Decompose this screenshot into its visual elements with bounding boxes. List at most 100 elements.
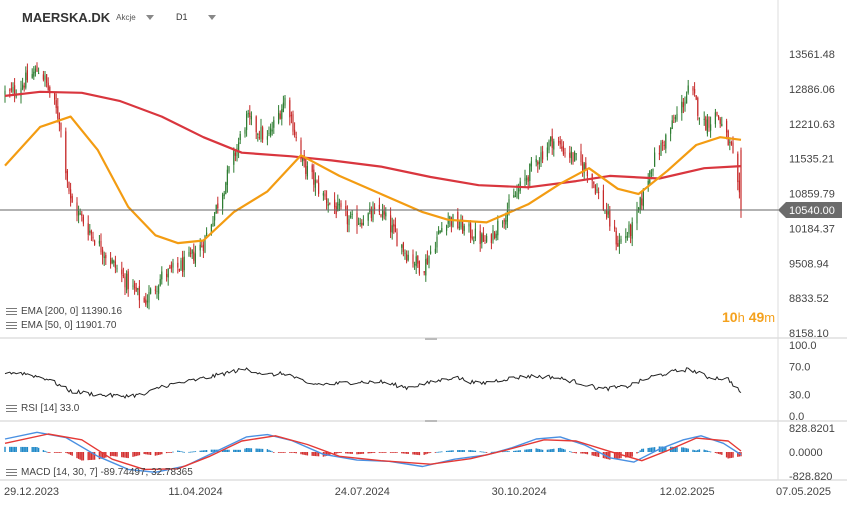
candle-body — [89, 230, 91, 233]
candle-body — [145, 299, 147, 305]
rsi-tick-label: 70.0 — [789, 361, 810, 373]
symbol-label[interactable]: MAERSKA.DK — [22, 9, 111, 25]
candle-body — [538, 161, 540, 165]
candle-body — [154, 289, 156, 291]
macd-histogram-bar — [698, 449, 701, 452]
date-tick-label: 11.04.2024 — [168, 486, 222, 498]
candle-body — [159, 278, 161, 286]
timeframe-dropdown-icon[interactable] — [207, 14, 216, 20]
macd-histogram-bar — [625, 452, 627, 458]
macd-histogram-bar — [281, 452, 283, 453]
macd-histogram-bar — [26, 446, 29, 453]
macd-histogram-bar — [719, 452, 721, 455]
macd-histogram-bar — [671, 446, 673, 452]
macd-histogram-bar — [15, 446, 17, 452]
indicator-menu-icon[interactable] — [6, 307, 17, 316]
macd-histogram-bar — [362, 452, 365, 454]
macd-histogram-bar — [540, 449, 542, 452]
macd-histogram-bar — [527, 449, 529, 452]
candle-body — [518, 189, 520, 192]
macd-histogram-bar — [452, 450, 454, 452]
macd-histogram-bar — [292, 452, 294, 453]
candle-body — [684, 101, 686, 106]
macd-histogram-bar — [177, 450, 179, 452]
macd-histogram-bar — [79, 452, 81, 460]
candle-body — [22, 84, 24, 89]
candle-body — [380, 214, 382, 217]
candle-body — [628, 224, 630, 235]
macd-histogram-bar — [461, 450, 464, 452]
candle-body — [14, 85, 16, 96]
candle-body — [188, 251, 190, 256]
candle-body — [441, 228, 443, 233]
macd-histogram-bar — [703, 449, 705, 452]
rsi-legend[interactable]: RSI [14] 33.0 — [6, 403, 79, 414]
macd-signal-line — [4, 433, 742, 471]
macd-histogram-bar — [226, 449, 229, 452]
indicator-menu-icon[interactable] — [6, 468, 17, 477]
macd-histogram-bar — [92, 452, 94, 460]
candle-body — [553, 141, 555, 150]
macd-histogram-bar — [213, 449, 216, 452]
countdown-hours: 10 — [722, 309, 738, 325]
symbol-dropdown-icon[interactable] — [145, 14, 154, 20]
macd-histogram-bar — [305, 452, 307, 456]
candle-body — [193, 251, 195, 261]
macd-histogram-bar — [569, 451, 571, 452]
macd-histogram-bar — [457, 450, 459, 452]
macd-histogram-bar — [212, 449, 214, 452]
macd-histogram-bar — [572, 452, 574, 453]
candle-body — [505, 220, 507, 225]
macd-histogram-bar — [138, 452, 141, 456]
macd-tick-label: 0.0000 — [789, 447, 823, 459]
candle-body — [537, 161, 539, 165]
candle-body — [396, 232, 398, 247]
price-tick-label: 9508.94 — [789, 258, 829, 270]
candle-body — [562, 145, 564, 155]
macd-histogram-bar — [524, 449, 526, 452]
macd-histogram-bar — [49, 452, 51, 453]
macd-histogram-bar — [13, 446, 16, 452]
macd-histogram-bar — [349, 452, 352, 454]
candle-body — [737, 153, 739, 183]
countdown-minutes-unit: m — [764, 310, 776, 325]
candle-body — [574, 152, 576, 162]
macd-histogram-bar — [485, 452, 488, 453]
macd-histogram-bar — [548, 449, 550, 452]
candle-body — [694, 89, 696, 94]
macd-histogram-bar — [359, 452, 361, 455]
macd-histogram-bar — [546, 449, 549, 452]
macd-histogram-bar — [289, 452, 291, 453]
macd-histogram-bar — [125, 452, 128, 458]
candle-body — [671, 120, 673, 130]
candle-body — [334, 199, 336, 208]
timeframe-label[interactable]: D1 — [176, 12, 188, 22]
candle-body — [447, 219, 449, 224]
candle-body — [290, 114, 292, 117]
candle-body — [270, 128, 272, 136]
macd-histogram-bar — [649, 447, 651, 452]
ema200-legend[interactable]: EMA [200, 0] 11390.16 — [6, 306, 122, 317]
candle-body — [338, 204, 340, 206]
indicator-menu-icon[interactable] — [6, 404, 17, 413]
macd-histogram-bar — [618, 452, 621, 459]
candle-body — [201, 246, 203, 248]
timeframe-selector[interactable]: D1 — [176, 8, 216, 26]
indicator-menu-icon[interactable] — [6, 321, 17, 330]
candle-body — [143, 297, 145, 303]
macd-legend[interactable]: MACD [14, 30, 7] -89.74497, 32.78365 — [6, 467, 193, 478]
macd-histogram-bar — [580, 452, 582, 454]
candle-body — [740, 150, 742, 211]
candle-body — [214, 212, 216, 221]
macd-histogram-bar — [36, 447, 38, 452]
candle-body — [194, 253, 196, 264]
price-tick-label: 13561.48 — [789, 49, 835, 61]
ema50-legend[interactable]: EMA [50, 0] 11901.70 — [6, 320, 116, 331]
macd-histogram-bar — [481, 451, 483, 453]
candle-body — [284, 97, 286, 106]
candle-body — [406, 254, 408, 262]
candle-body — [26, 70, 28, 81]
macd-histogram-bar — [389, 452, 392, 453]
candle-body — [449, 216, 451, 221]
